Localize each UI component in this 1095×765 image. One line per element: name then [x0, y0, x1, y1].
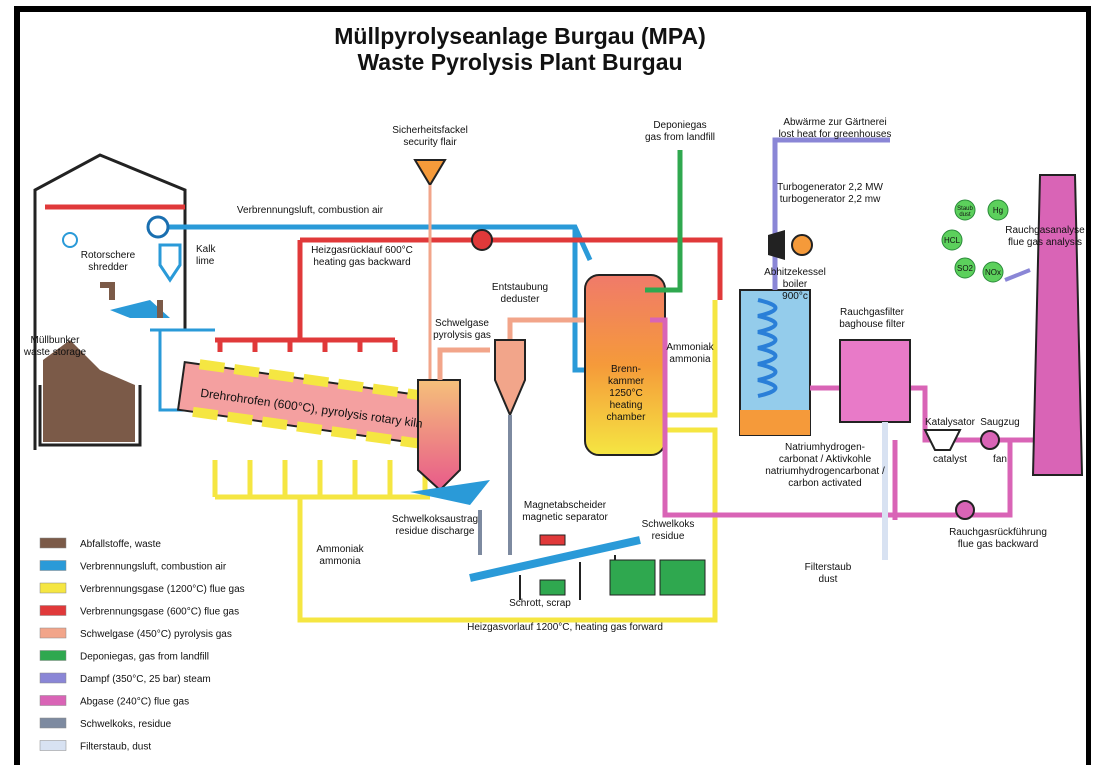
label: turbogenerator 2,2 mw [780, 194, 881, 205]
label: Müllbunker [31, 335, 81, 346]
label: residue [652, 531, 685, 542]
label: heating gas backward [313, 257, 410, 268]
label: ammonia [319, 556, 361, 567]
label: Rauchgasanalyse [1005, 225, 1085, 236]
label: Schrott, scrap [509, 598, 571, 609]
label: Schwelkoksaustrag [392, 514, 478, 525]
label: Filterstaub [805, 562, 852, 573]
label: dust [819, 574, 838, 585]
label: carbon activated [788, 478, 861, 489]
plant [35, 140, 1082, 620]
label: Brenn- [611, 364, 641, 375]
label: Ammoniak [316, 544, 364, 555]
legend-label: Schwelkoks, residue [80, 719, 172, 730]
label: Heizgasrücklauf 600°C [311, 245, 413, 256]
label: chamber [607, 412, 647, 423]
label: fan [993, 454, 1007, 465]
label: Magnetabscheider [524, 500, 607, 511]
label: ammonia [669, 354, 711, 365]
label: lost heat for greenhouses [779, 129, 892, 140]
label: Schwelgase [435, 318, 489, 329]
label: Turbogenerator 2,2 MW [777, 182, 883, 193]
legend-label: Filterstaub, dust [80, 742, 151, 753]
label: Abhitzekessel [764, 267, 826, 278]
label: magnetic separator [522, 512, 608, 523]
label: waste storage [23, 347, 87, 358]
label: baghouse filter [839, 319, 905, 330]
legend-label: Verbrennungsgase (1200°C) flue gas [80, 584, 245, 595]
label: Saugzug [980, 417, 1019, 428]
analysis-label: Hg [993, 206, 1003, 215]
label: gas from landfill [645, 132, 715, 143]
label: Heizgasvorlauf 1200°C, heating gas forwa… [467, 622, 663, 633]
label: catalyst [933, 454, 967, 465]
legend-swatch [40, 628, 66, 638]
legend-label: Verbrennungsluft, combustion air [80, 562, 227, 573]
legend-swatch [40, 606, 66, 616]
title: Müllpyrolyseanlage Burgau (MPA) [334, 23, 705, 49]
diagram: Müllpyrolyseanlage Burgau (MPA) Waste Py… [0, 0, 1095, 765]
label: Natriumhydrogen- [785, 442, 865, 453]
analysis-label: dust [959, 212, 971, 218]
label: security flair [403, 137, 457, 148]
label: Sicherheitsfackel [392, 125, 468, 136]
legend-swatch [40, 561, 66, 571]
label: Rauchgasrückführung [949, 527, 1047, 538]
label: flue gas backward [958, 539, 1039, 550]
subtitle: Waste Pyrolysis Plant Burgau [357, 49, 682, 75]
legend-label: Deponiegas, gas from landfill [80, 652, 209, 663]
label: Rotorschere [81, 250, 136, 261]
analysis-label: SO2 [957, 264, 974, 273]
label: Verbrennungsluft, combustion air [237, 205, 384, 216]
label: Schwelkoks [642, 519, 695, 530]
legend-swatch [40, 538, 66, 548]
label: kammer [608, 376, 645, 387]
label: Ammoniak [666, 342, 714, 353]
legend-swatch [40, 651, 66, 661]
label: 900°c [782, 291, 808, 302]
analysis-label: NOx [985, 268, 1001, 277]
legend-label: Schwelgase (450°C) pyrolysis gas [80, 629, 232, 640]
label: boiler [783, 279, 808, 290]
legend-label: Abgase (240°C) flue gas [80, 697, 189, 708]
legend-label: Verbrennungsgase (600°C) flue gas [80, 607, 239, 618]
label: natriumhydrogencarbonat / [765, 466, 885, 477]
label: Entstaubung [492, 282, 548, 293]
legend-swatch [40, 718, 66, 728]
label: residue discharge [396, 526, 475, 537]
label: shredder [88, 262, 128, 273]
label: Deponiegas [653, 120, 706, 131]
legend-swatch [40, 673, 66, 683]
label: pyrolysis gas [433, 330, 491, 341]
legend-swatch [40, 741, 66, 751]
legend-label: Abfallstoffe, waste [80, 539, 161, 550]
label: Katalysator [925, 417, 976, 428]
label: deduster [501, 294, 541, 305]
label: Kalk [196, 244, 216, 255]
legend-swatch [40, 696, 66, 706]
label: carbonat / Aktivkohle [779, 454, 872, 465]
label: lime [196, 256, 215, 267]
label: 1250°C [609, 388, 642, 399]
label: flue gas analysis [1008, 237, 1082, 248]
label: Abwärme zur Gärtnerei [783, 117, 886, 128]
legend-label: Dampf (350°C, 25 bar) steam [80, 674, 211, 685]
legend-swatch [40, 583, 66, 593]
label: Rauchgasfilter [840, 307, 905, 318]
analysis-label: HCL [944, 236, 961, 245]
label: heating [610, 400, 643, 411]
